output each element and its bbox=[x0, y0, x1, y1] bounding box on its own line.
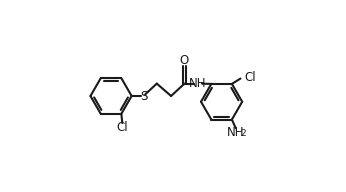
Text: S: S bbox=[140, 89, 147, 103]
Text: O: O bbox=[180, 54, 189, 67]
Text: NH: NH bbox=[189, 77, 207, 90]
Text: Cl: Cl bbox=[245, 71, 256, 84]
Text: NH: NH bbox=[227, 126, 245, 139]
Text: Cl: Cl bbox=[117, 121, 128, 134]
Text: 2: 2 bbox=[240, 129, 246, 138]
